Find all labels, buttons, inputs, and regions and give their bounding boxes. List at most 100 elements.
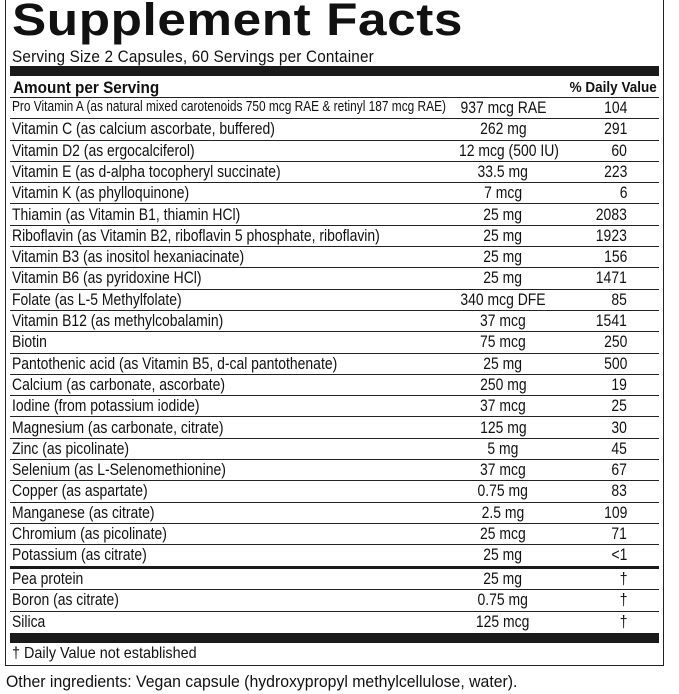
nutrient-row: Manganese (as citrate) 2.5 mg 109 bbox=[10, 503, 659, 524]
nutrient-name-cell: Silica bbox=[12, 612, 53, 632]
nutrient-name-cell: Vitamin B12 (as methylcobalamin) bbox=[12, 311, 270, 331]
nutrient-row: Thiamin (as Vitamin B1, thiamin HCl) 25 m… bbox=[10, 205, 659, 226]
amount-cell: 37 mcg bbox=[448, 311, 558, 331]
nutrient-name-cell: Vitamin B6 (as pyridoxine HCl) bbox=[12, 268, 243, 288]
nutrient-row: Riboflavin (as Vitamin B2, riboflavin 5 … bbox=[10, 225, 659, 248]
nutrient-name-cell: Manganese (as citrate) bbox=[12, 503, 186, 523]
amount: 937 mcg RAE bbox=[459, 98, 546, 117]
daily-value: † bbox=[619, 590, 627, 610]
amount: 5 mg bbox=[487, 438, 519, 458]
daily-value-cell: † bbox=[618, 590, 627, 610]
amount: 37 mcg bbox=[480, 311, 526, 330]
daily-value: 25 bbox=[611, 396, 627, 416]
daily-value-cell: 67 bbox=[608, 460, 627, 480]
daily-value: 30 bbox=[611, 417, 627, 437]
amount: 25 mg bbox=[483, 204, 523, 224]
daily-value: 156 bbox=[603, 247, 627, 267]
nutrient-row: Magnesium (as carbonate, citrate) 125 mg 3… bbox=[10, 418, 659, 439]
amount: 12 mcg (500 IU) bbox=[458, 140, 559, 160]
daily-value: 104 bbox=[603, 98, 627, 117]
amount-cell: 37 mcg bbox=[448, 396, 558, 416]
nutrient-name: Manganese (as citrate) bbox=[12, 502, 155, 522]
amount: 25 mg bbox=[483, 569, 523, 588]
daily-value-cell: 500 bbox=[599, 354, 627, 374]
nutrient-name: Pantothenic acid (as Vitamin B5, d-cal p… bbox=[12, 353, 338, 373]
amount: 25 mg bbox=[483, 545, 523, 565]
nutrient-row: Vitamin B3 (as inositol hexaniacinate) 25… bbox=[10, 247, 659, 269]
nutrient-name-cell: Pro Vitamin A (as natural mixed caroteno… bbox=[12, 99, 541, 115]
amount-cell: 25 mg bbox=[448, 247, 558, 267]
daily-value-cell: 30 bbox=[608, 418, 627, 438]
nutrient-name: Calcium (as carbonate, ascorbate) bbox=[12, 374, 226, 394]
nutrient-name: Vitamin C (as calcium ascorbate, buffere… bbox=[12, 119, 275, 139]
other-ingredients: Other ingredients: Vegan capsule (hydrox… bbox=[6, 672, 518, 691]
nutrient-row: Vitamin C (as calcium ascorbate, buffere… bbox=[10, 119, 659, 141]
nutrient-row: Pro Vitamin A (as natural mixed caroteno… bbox=[10, 98, 659, 120]
nutrient-name: Pea protein bbox=[12, 569, 84, 588]
daily-value: 291 bbox=[603, 119, 627, 139]
amount-cell: 25 mg bbox=[448, 205, 558, 225]
nutrient-row: Vitamin B6 (as pyridoxine HCl) 25 mg 1471 bbox=[10, 268, 659, 290]
nutrient-name: Riboflavin (as Vitamin B2, riboflavin 5 … bbox=[12, 225, 380, 245]
serving-size: Serving Size 2 Capsules, 60 Servings per… bbox=[12, 47, 414, 67]
nutrient-name: Pro Vitamin A (as natural mixed caroteno… bbox=[12, 99, 446, 115]
nutrient-row: Silica 125 mcg † bbox=[10, 612, 659, 633]
nutrient-row: Boron (as citrate) 0.75 mg † bbox=[10, 590, 659, 612]
amount-cell: 33.5 mg bbox=[448, 162, 558, 182]
nutrient-name-cell: Vitamin C (as calcium ascorbate, buffere… bbox=[12, 119, 333, 139]
nutrient-name: Folate (as L-5 Methylfolate) bbox=[12, 289, 182, 309]
daily-value: 71 bbox=[611, 524, 627, 543]
daily-value: 1471 bbox=[595, 268, 627, 288]
nutrient-name-cell: Folate (as L-5 Methylfolate) bbox=[12, 290, 219, 310]
daily-value: 250 bbox=[603, 332, 627, 352]
daily-value-cell: 25 bbox=[608, 396, 627, 416]
amount: 25 mg bbox=[483, 353, 523, 373]
nutrient-name: Boron (as citrate) bbox=[12, 590, 119, 610]
nutrient-name: Chromium (as picolinate) bbox=[12, 524, 167, 543]
nutrient-row: Selenium (as L-Selenomethionine) 37 mcg 67 bbox=[10, 460, 659, 482]
daily-value-cell: 45 bbox=[608, 439, 627, 459]
daily-value-cell: 1541 bbox=[589, 311, 627, 331]
amount: 25 mcg bbox=[480, 524, 526, 543]
footnote: † Daily Value not established bbox=[12, 645, 197, 662]
amount: 25 mg bbox=[483, 225, 523, 245]
daily-value-cell: 83 bbox=[608, 481, 627, 501]
daily-value: † bbox=[619, 611, 627, 631]
daily-value-cell: 19 bbox=[608, 375, 627, 395]
daily-value: <1 bbox=[611, 545, 627, 565]
medium-rule bbox=[10, 566, 659, 569]
nutrient-name-cell: Vitamin K (as phylloquinone) bbox=[12, 183, 228, 203]
amount-cell: 25 mg bbox=[448, 354, 558, 374]
amount-cell: 2.5 mg bbox=[448, 503, 558, 523]
daily-value-cell: <1 bbox=[608, 545, 627, 565]
nutrient-name: Magnesium (as carbonate, citrate) bbox=[12, 417, 224, 437]
daily-value: 67 bbox=[611, 460, 627, 480]
daily-value: 45 bbox=[611, 438, 627, 458]
nutrient-name: Thiamin (as Vitamin B1, thiamin HCl) bbox=[12, 204, 241, 224]
amount-cell: 340 mcg DFE bbox=[448, 290, 558, 310]
nutrient-name: Copper (as aspartate) bbox=[12, 481, 148, 501]
nutrient-name-cell: Biotin bbox=[12, 332, 55, 352]
amount: 37 mcg bbox=[480, 396, 526, 416]
nutrient-name-cell: Calcium (as carbonate, ascorbate) bbox=[12, 375, 272, 395]
nutrient-name-cell: Vitamin D2 (as ergocalciferol) bbox=[12, 141, 235, 161]
amount-cell: 125 mcg bbox=[448, 612, 558, 632]
daily-value: 1541 bbox=[595, 311, 627, 330]
nutrient-row: Zinc (as picolinate) 5 mg 45 bbox=[10, 439, 659, 461]
nutrient-name: Vitamin B6 (as pyridoxine HCl) bbox=[12, 268, 202, 288]
amount-cell: 25 mg bbox=[448, 226, 558, 246]
nutrient-name-cell: Vitamin B3 (as inositol hexaniacinate) bbox=[12, 247, 295, 267]
amount-cell: 5 mg bbox=[448, 439, 558, 459]
amount-cell: 125 mg bbox=[448, 418, 558, 438]
nutrient-row: Vitamin E (as d-alpha tocopheryl succina… bbox=[10, 162, 659, 184]
nutrient-row: Potassium (as citrate) 25 mg <1 bbox=[10, 545, 659, 566]
nutrient-row: Copper (as aspartate) 0.75 mg 83 bbox=[10, 481, 659, 503]
nutrient-name: Iodine (from potassium iodide) bbox=[12, 396, 200, 416]
nutrient-name-cell: Zinc (as picolinate) bbox=[12, 439, 155, 459]
daily-value-cell: 60 bbox=[608, 141, 627, 161]
amount: 37 mcg bbox=[480, 460, 526, 480]
amount-cell: 12 mcg (500 IU) bbox=[448, 140, 559, 161]
daily-value-cell: 223 bbox=[599, 162, 627, 182]
daily-value: 2083 bbox=[595, 204, 627, 224]
amount: 250 mg bbox=[479, 374, 527, 394]
